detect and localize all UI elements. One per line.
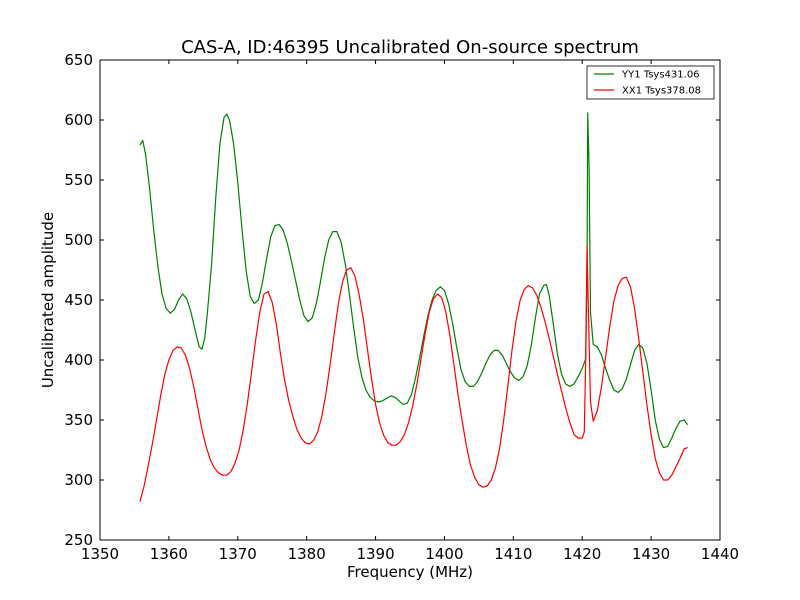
x-tick-label: 1370 [219,545,257,563]
x-tick-label: 1390 [356,545,394,563]
x-axis-label: Frequency (MHz) [347,563,473,581]
legend-label-xx1: XX1 Tsys378.08 [622,86,701,97]
series-layer [139,112,689,502]
legend-frame [586,65,715,100]
y-tick-label: 500 [64,231,93,249]
x-tick-label: 1440 [701,545,739,563]
y-tick-label: 300 [64,471,93,489]
y-tick-label: 400 [64,351,93,369]
plot-area [100,60,720,540]
x-tick-label: 1430 [632,545,670,563]
x-tick-label: 1350 [81,545,119,563]
y-axis-label: Uncalibrated amplitude [39,212,57,388]
y-tick-label: 250 [64,531,93,549]
y-tick-label: 450 [64,291,93,309]
legend-label-yy1: YY1 Tsys431.06 [621,70,700,81]
y-tick-label: 600 [64,111,93,129]
chart-title: CAS-A, ID:46395 Uncalibrated On-source s… [181,37,639,58]
ticks-layer: 1350 1360 1370 1380 1390 1400 1410 1420 1430 1440… [64,51,739,563]
legend: YY1 Tsys431.06 XX1 Tsys378.08 [586,65,715,100]
x-tick-label: 1400 [425,545,463,563]
series-line-xx1 [139,245,688,502]
x-tick-label: 1410 [494,545,532,563]
x-tick-label: 1360 [150,545,188,563]
y-tick-label: 550 [64,171,93,189]
x-tick-label: 1420 [563,545,601,563]
plot-frame [99,59,721,541]
series-line-yy1 [139,112,689,449]
y-tick-label: 350 [64,411,93,429]
x-tick-label: 1380 [288,545,326,563]
y-tick-label: 650 [64,51,93,69]
